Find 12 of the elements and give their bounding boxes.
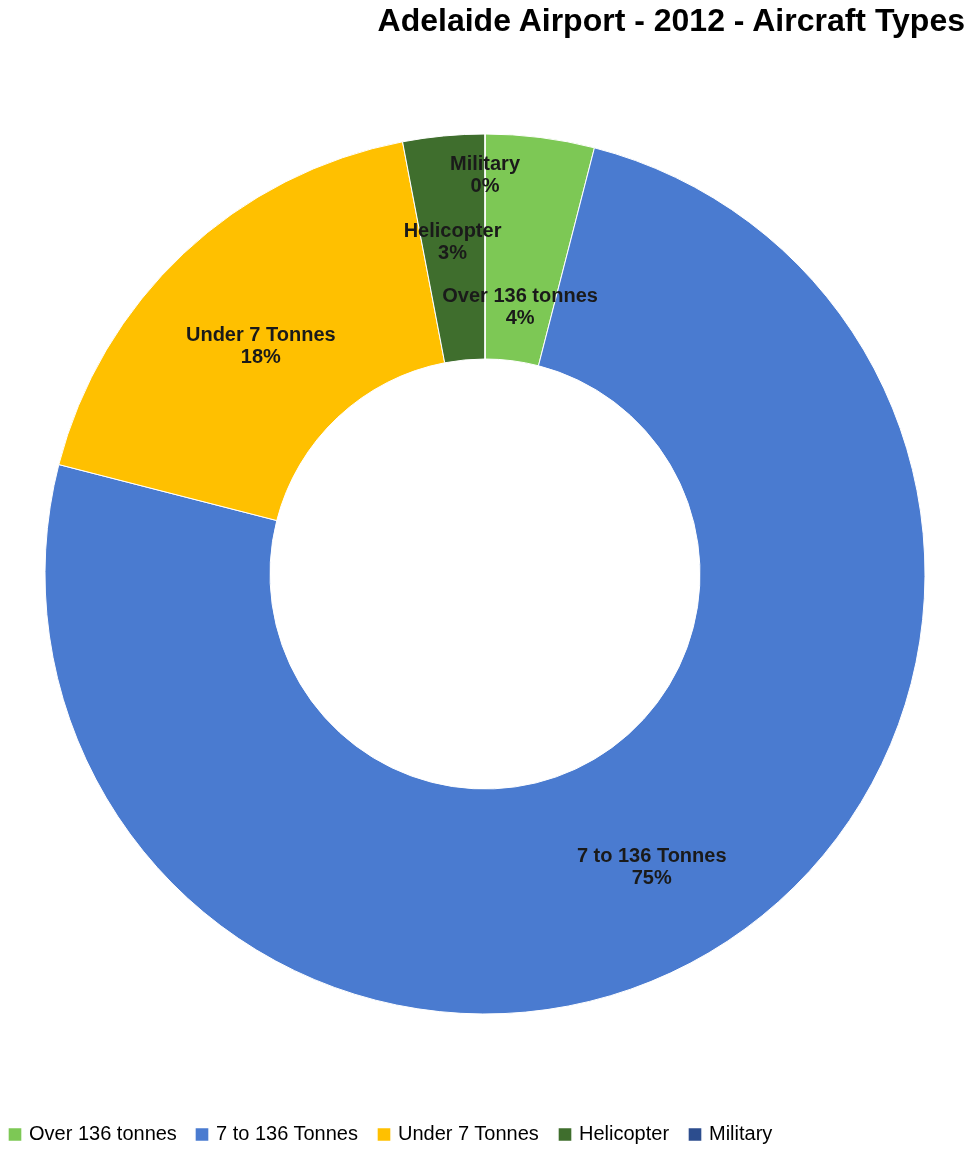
data-label: 18% — [240, 345, 282, 368]
legend-label: Over 136 tonnes — [29, 1122, 177, 1145]
data-label: 75% — [631, 865, 672, 888]
data-label: 3% — [438, 240, 468, 263]
slice-label: Under 7 Tonnes — [185, 323, 336, 346]
chart-title: Adelaide Airport - 2012 - Aircraft Types — [377, 2, 965, 38]
slice-label: 7 to 136 Tonnes — [576, 843, 727, 866]
legend-label: Military — [709, 1122, 773, 1145]
legend-label: Helicopter — [579, 1122, 670, 1145]
data-label: 4% — [505, 306, 535, 329]
legend-label: Under 7 Tonnes — [398, 1122, 539, 1145]
legend-label: 7 to 136 Tonnes — [216, 1122, 358, 1145]
